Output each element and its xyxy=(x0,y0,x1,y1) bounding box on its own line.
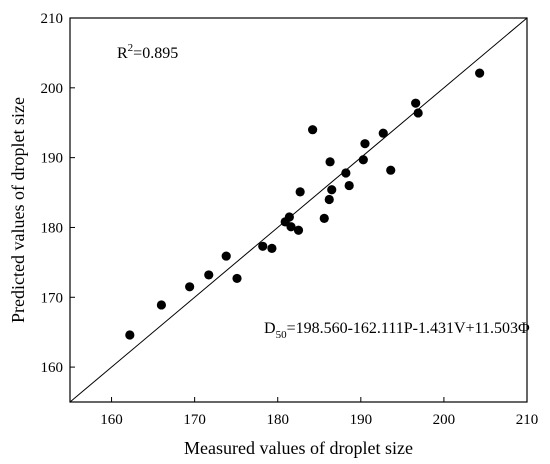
y-tick-label: 190 xyxy=(41,151,64,167)
data-point xyxy=(411,98,421,108)
data-point xyxy=(475,68,485,78)
data-point xyxy=(413,108,423,118)
x-tick-label: 160 xyxy=(100,412,123,428)
data-point xyxy=(324,194,334,205)
x-axis-label: Measured values of droplet size xyxy=(184,438,413,458)
data-point xyxy=(360,139,370,149)
equation-subscript: 50 xyxy=(276,329,288,341)
y-axis-label: Predicted values of droplet size xyxy=(8,97,28,323)
data-point xyxy=(341,168,351,178)
data-point xyxy=(185,282,195,292)
equation-body: =198.560-162.111P-1.431V+11.503Φ xyxy=(287,320,530,337)
equation-prefix: D xyxy=(264,320,276,337)
data-point xyxy=(378,128,388,138)
y-tick-label: 160 xyxy=(41,360,64,376)
x-tick-label: 210 xyxy=(516,412,539,428)
data-point xyxy=(319,213,329,223)
x-tick-label: 200 xyxy=(433,412,456,428)
r2-annotation: R2=0.895 xyxy=(117,42,178,62)
data-point xyxy=(386,165,396,175)
data-point xyxy=(156,300,166,310)
y-tick-label: 170 xyxy=(41,290,64,306)
r2-value: =0.895 xyxy=(133,45,178,62)
data-point xyxy=(344,180,354,191)
data-point xyxy=(204,270,214,280)
data-point xyxy=(327,185,337,195)
reference-line xyxy=(69,17,528,403)
data-point xyxy=(308,125,318,135)
y-tick-label: 210 xyxy=(41,11,64,27)
x-tick-label: 190 xyxy=(350,412,373,428)
r2-prefix: R xyxy=(117,45,128,62)
data-point xyxy=(295,187,305,197)
data-point xyxy=(232,273,242,284)
data-point xyxy=(286,222,296,232)
data-points xyxy=(125,68,485,340)
r2-superscript: 2 xyxy=(128,42,134,54)
axis-ticks: 160 170 180 190 200 210 160 170 180 190 200 210 xyxy=(41,11,539,428)
data-point xyxy=(258,241,268,251)
plot-frame xyxy=(69,17,528,403)
y-tick-label: 180 xyxy=(41,220,64,236)
data-point xyxy=(358,155,368,165)
data-point xyxy=(267,243,277,253)
y-tick-label: 200 xyxy=(41,81,64,97)
data-point xyxy=(221,251,231,261)
data-point xyxy=(284,212,294,222)
data-point xyxy=(293,225,304,235)
x-tick-label: 180 xyxy=(266,412,289,428)
x-tick-label: 170 xyxy=(183,412,206,428)
equation-annotation: D50=198.560-162.111P-1.431V+11.503Φ xyxy=(264,320,530,341)
data-point xyxy=(325,157,335,167)
data-point xyxy=(125,330,135,340)
